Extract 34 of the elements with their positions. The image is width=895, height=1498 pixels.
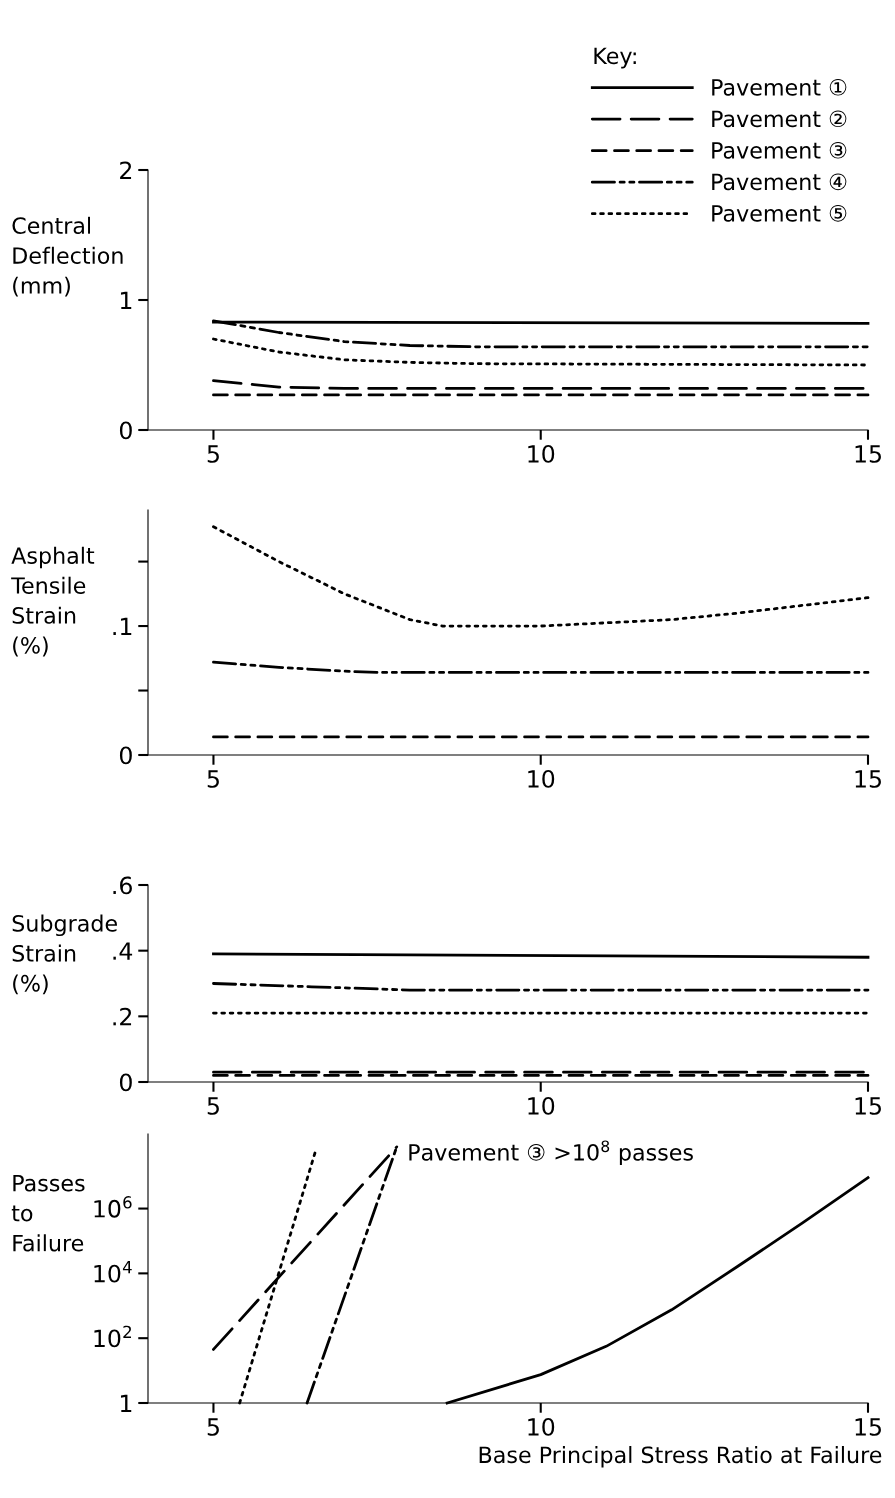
x-tick-label: 5 xyxy=(207,1097,219,1115)
y-tick-label: 0 xyxy=(119,421,132,440)
x-tick-label: 10 xyxy=(528,770,555,788)
x-tick-label: 15 xyxy=(855,445,881,463)
x-tick-label: 5 xyxy=(207,445,219,463)
y-tick-label: 2 xyxy=(120,161,132,179)
legend-title: Key: xyxy=(594,47,636,69)
x-axis-title: Base Principal Stress Ratio at Failure xyxy=(479,1445,882,1468)
legend-label: Pavement ⑤ xyxy=(712,205,847,222)
x-tick-label: 15 xyxy=(855,770,881,788)
x-tick-label: 10 xyxy=(528,445,555,463)
y-axis-title: Asphalt Tensile Strain (%) xyxy=(11,546,95,657)
legend-label: Pavement ① xyxy=(712,78,847,96)
x-tick-label: 10 xyxy=(528,1418,555,1436)
x-tick-label: 15 xyxy=(855,1097,881,1115)
x-tick-label: 10 xyxy=(528,1097,555,1115)
y-tick-label: .2 xyxy=(113,1007,132,1026)
y-tick-label: .6 xyxy=(113,876,132,895)
y-tick-label: .1 xyxy=(113,617,132,636)
y-axis-title: Passes to Failure xyxy=(11,1175,85,1252)
y-tick-label: 10$^{4}$ xyxy=(94,1261,132,1283)
y-tick-label: 10$^{6}$ xyxy=(94,1196,132,1218)
x-tick-label: 5 xyxy=(207,1418,219,1436)
y-tick-label: 10$^{2}$ xyxy=(94,1325,131,1348)
legend-label: Pavement ② xyxy=(712,110,847,128)
y-tick-label: 1 xyxy=(120,291,132,309)
x-tick-label: 15 xyxy=(855,1418,881,1436)
annotation: Pavement ③ >10$^{8}$ passes xyxy=(409,1140,693,1166)
x-tick-label: 5 xyxy=(207,770,219,788)
legend-label: Pavement ④ xyxy=(712,173,847,191)
y-tick-label: 0 xyxy=(119,746,132,765)
legend-label: Pavement ③ xyxy=(712,142,847,159)
y-tick-label: 1 xyxy=(120,1394,132,1412)
y-tick-label: 0 xyxy=(119,1073,132,1092)
